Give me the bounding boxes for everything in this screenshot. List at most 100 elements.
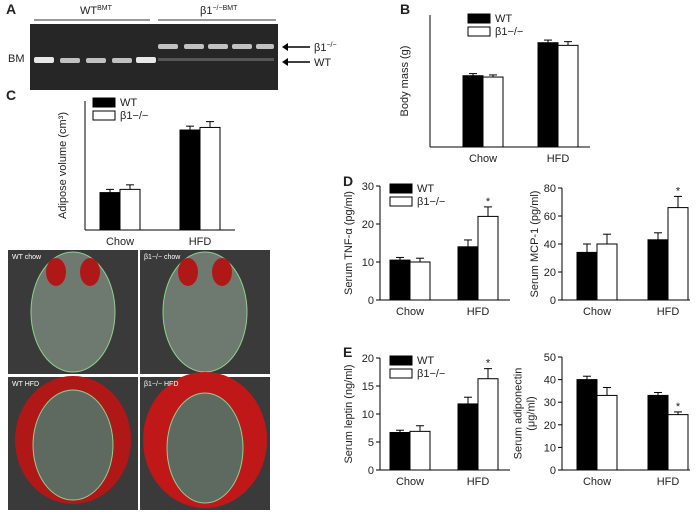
y-tick-label: 5: [368, 437, 374, 449]
panel-letter: A: [6, 1, 16, 17]
bar: [596, 394, 618, 471]
gel-group-sup: BMT: [97, 5, 113, 12]
legend-swatch: [389, 355, 413, 366]
significance-star: *: [486, 358, 491, 370]
y-tick-label: 20: [362, 353, 374, 365]
y-tick-label: 20: [544, 267, 556, 279]
panel-letter: C: [6, 87, 16, 103]
panel-letter: D: [343, 173, 353, 189]
x-tick-label: Chow: [396, 306, 424, 318]
legend-label: β1−/−: [417, 368, 445, 380]
y-tick-label: 0: [550, 465, 556, 477]
y-tick-label: 15: [362, 381, 374, 393]
y-tick-label: 20: [544, 420, 556, 432]
legend-swatch: [389, 183, 413, 194]
bar: [557, 44, 579, 148]
panel-letter: E: [343, 344, 352, 360]
x-tick-label: HFD: [657, 306, 680, 318]
legend-swatch: [467, 13, 491, 24]
ct-label: WT chow: [12, 254, 42, 261]
panel-letter: B: [400, 1, 410, 17]
bar: [596, 243, 618, 301]
gel-group-label: β1: [200, 5, 212, 17]
bar: [576, 379, 598, 471]
bar: [457, 246, 479, 301]
x-tick-label: HFD: [467, 476, 490, 488]
legend-label: WT: [417, 183, 434, 195]
bar: [647, 394, 669, 471]
bar: [477, 215, 499, 301]
y-axis-label: Body mass (g): [399, 46, 411, 117]
y-axis-label: Serum leptin (ng/ml): [343, 364, 355, 463]
y-tick-label: 30: [544, 397, 556, 409]
bar: [389, 259, 411, 301]
significance-star: *: [676, 185, 681, 197]
y-axis-label: Serum TNF-α (pg/ml): [343, 191, 355, 295]
y-axis-label: (μg/ml): [526, 396, 538, 430]
band-label: WT: [314, 57, 331, 69]
bar: [199, 126, 221, 231]
gel-row-label: BM: [8, 53, 25, 65]
y-axis-label: Adipose volume (cm³): [57, 112, 69, 219]
y-tick-label: 10: [544, 442, 556, 454]
y-tick-label: 10: [362, 257, 374, 269]
x-tick-label: Chow: [106, 236, 134, 248]
y-tick-label: 10: [362, 409, 374, 421]
y-axis-label: Serum adiponectin: [513, 368, 525, 460]
band-label: β1−/−: [314, 42, 337, 54]
x-tick-label: HFD: [189, 236, 212, 248]
x-tick-label: HFD: [547, 153, 570, 165]
legend-swatch: [389, 368, 413, 379]
x-tick-label: Chow: [583, 476, 611, 488]
arrow-head: [282, 43, 288, 51]
bar: [179, 129, 201, 231]
legend-swatch: [92, 110, 116, 121]
y-tick-label: 50: [544, 352, 556, 364]
ct-label: β1−/− HFD: [144, 381, 178, 388]
legend-swatch: [389, 196, 413, 207]
y-tick-label: 0: [368, 295, 374, 307]
legend-label: β1−/−: [495, 26, 523, 38]
x-tick-label: Chow: [469, 153, 497, 165]
x-tick-label: HFD: [467, 306, 490, 318]
bar: [457, 403, 479, 471]
bar: [667, 207, 689, 301]
y-tick-label: 0: [368, 465, 374, 477]
bar: [477, 378, 499, 471]
legend-label: WT: [417, 355, 434, 367]
y-tick-label: 60: [544, 211, 556, 223]
legend-swatch: [92, 97, 116, 108]
band-label-text: β1: [314, 42, 326, 54]
y-tick-label: 40: [544, 239, 556, 251]
y-axis-label: Serum MCP-1 (pg/ml): [529, 191, 541, 298]
y-tick-label: 40: [544, 375, 556, 387]
significance-star: *: [486, 196, 491, 208]
gel-group: β1−/−BMT: [200, 5, 238, 17]
arrow-head: [282, 58, 288, 66]
bar: [647, 239, 669, 301]
legend-label: β1−/−: [120, 110, 148, 122]
bar: [576, 251, 598, 301]
gel-group-sup: −/−BMT: [212, 5, 238, 12]
bar: [482, 76, 504, 148]
bar: [119, 188, 141, 231]
ct-label: β1−/− chow: [144, 254, 181, 261]
bar: [409, 430, 431, 471]
ct-label: WT HFD: [12, 381, 39, 388]
y-tick-label: 20: [362, 219, 374, 231]
legend-swatch: [467, 26, 491, 37]
bar: [389, 431, 411, 471]
ct-images: WT chow β1−/− chow WT HFD β1−/− HFD: [8, 250, 270, 510]
band-label-sup: −/−: [326, 42, 336, 49]
bar: [667, 414, 689, 471]
bar: [462, 75, 484, 148]
x-tick-label: Chow: [396, 476, 424, 488]
legend-label: WT: [495, 13, 512, 25]
bar: [409, 261, 431, 301]
x-tick-label: HFD: [657, 476, 680, 488]
y-tick-label: 30: [362, 181, 374, 193]
y-tick-label: 80: [544, 183, 556, 195]
bar: [99, 192, 121, 231]
significance-star: *: [676, 401, 681, 413]
